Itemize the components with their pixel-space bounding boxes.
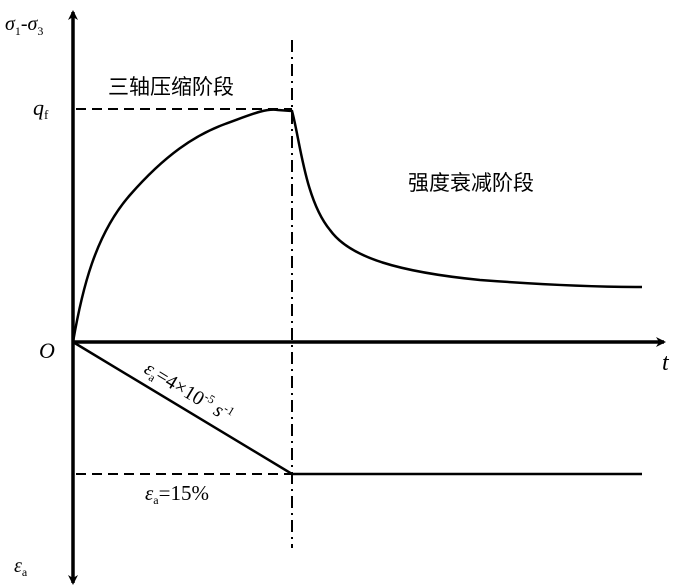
stage1-label: 三轴压缩阶段 [108, 75, 234, 99]
y-axis-bottom-label: εa [14, 555, 28, 579]
qf-label: qf [33, 95, 49, 122]
strain-curve [72, 340, 642, 476]
x-axis-label: t [662, 350, 670, 376]
stage2-label: 强度衰减阶段 [408, 171, 534, 195]
stress-curve [71, 108, 643, 343]
strain-limit-label: εa=15% [145, 481, 209, 507]
y-axis-label: σ1-σ3 [5, 13, 43, 38]
origin-label: O [39, 338, 55, 363]
